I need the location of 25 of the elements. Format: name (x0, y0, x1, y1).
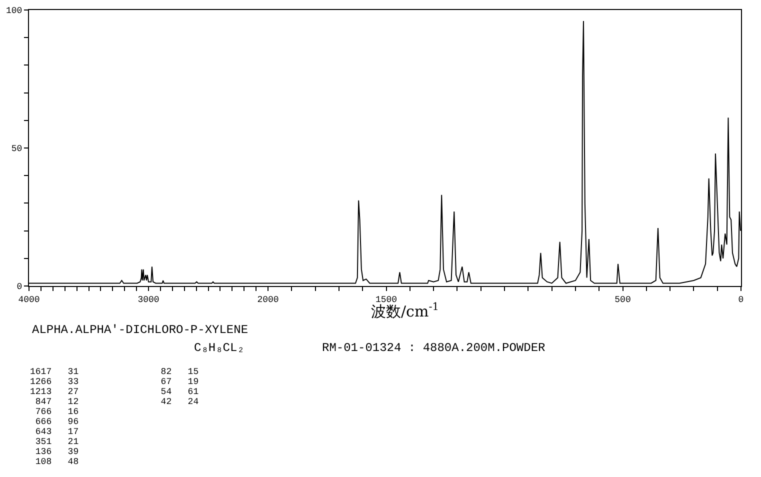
y-tick-label: 100 (6, 6, 22, 16)
text: RM-01-01324 : 4880A.200M.POWDER (322, 341, 546, 355)
text: 643 17 (30, 427, 79, 437)
text: 1617 31 (30, 367, 79, 377)
text: 67 19 (150, 377, 199, 387)
text: 136 39 (30, 447, 79, 457)
x-tick-label: 500 (614, 294, 631, 305)
x-tick-label: 3000 (138, 294, 160, 305)
text: 1266 33 (30, 377, 79, 387)
y-tick-label: 50 (11, 144, 22, 154)
text: 847 12 (30, 397, 79, 407)
text: 766 16 (30, 407, 79, 417)
text: 42 24 (150, 397, 199, 407)
text: 351 21 (30, 437, 79, 447)
text: ALPHA.ALPHA'-DICHLORO-P-XYLENE (32, 323, 248, 337)
text: 666 96 (30, 417, 79, 427)
x-tick-label: 0 (738, 294, 744, 305)
text: 108 48 (30, 457, 79, 467)
y-tick-label: 0 (16, 282, 22, 292)
x-tick-label: 4000 (18, 294, 40, 305)
x-tick-label: 2000 (257, 294, 279, 305)
text: C₈H₈CL₂ (194, 341, 244, 355)
text: 82 15 (150, 367, 199, 377)
text: 54 61 (150, 387, 199, 397)
text: 1213 27 (30, 387, 79, 397)
